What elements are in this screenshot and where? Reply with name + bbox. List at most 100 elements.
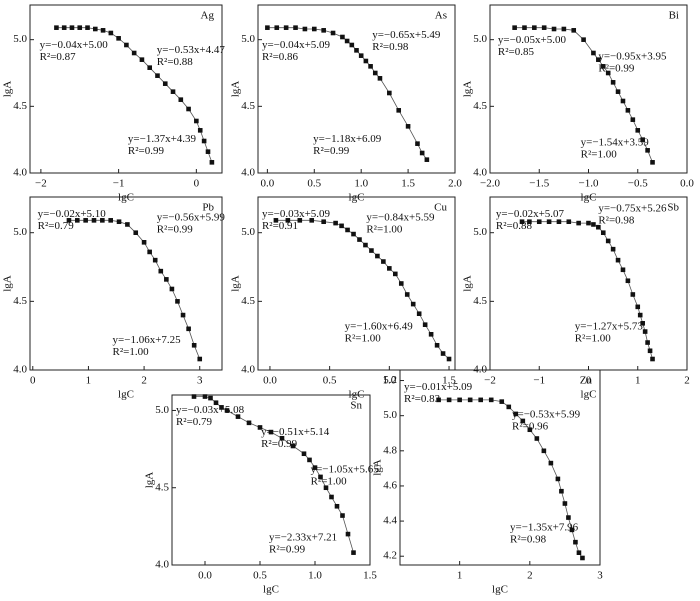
fit-annotation: R²=0.98: [598, 215, 635, 227]
data-point: [519, 219, 525, 225]
panel: −2 −1 04.04.55.0lgClgAAgy=−0.04x+5.00R²=0.…: [2, 4, 226, 204]
data-point: [69, 25, 75, 30]
y-axis-label: lgA: [230, 81, 242, 98]
plot-frame: [257, 196, 456, 371]
fit-annotation: y=−0.03x+5.08: [176, 404, 245, 416]
x-axis-label: lgC: [581, 192, 597, 204]
data-point: [566, 515, 571, 520]
data-point: [576, 220, 581, 226]
y-tick-label: 4.4: [383, 515, 397, 527]
data-point: [125, 222, 130, 227]
data-point: [363, 242, 368, 248]
data-point: [506, 404, 512, 410]
data-point: [147, 249, 152, 255]
y-axis-label: lgA: [230, 275, 242, 292]
data-point: [279, 435, 285, 441]
data-point: [522, 25, 527, 30]
fit-annotation: y=−1.18x+6.09: [313, 133, 382, 145]
data-point: [596, 57, 601, 62]
data-point: [141, 240, 147, 245]
data-point: [605, 238, 611, 244]
data-point: [650, 160, 655, 165]
fit-annotation: y=−0.56x+5.99: [157, 211, 226, 223]
fit-annotation: y=−0.03x+5.09: [262, 208, 331, 220]
y-tick-label: 5.0: [241, 226, 255, 238]
y-tick-label: 4.8: [383, 444, 397, 456]
data-point: [536, 219, 542, 225]
data-point: [285, 218, 291, 223]
data-point: [561, 26, 567, 32]
panel-title: Pb: [202, 202, 214, 214]
panel: −2.0 −1.5 −1.0 −0.5 0.0 4.0 4.5 5.0 lgC lgA Bi y=−0…: [462, 4, 694, 204]
data-point: [569, 527, 575, 533]
data-point: [457, 397, 462, 403]
x-tick-label: −1: [533, 375, 545, 387]
fit-annotation: R²=0.99: [313, 145, 350, 157]
data-point: [205, 149, 211, 154]
data-point: [393, 271, 398, 277]
data-point: [201, 138, 207, 144]
y-axis-label: lgA: [462, 81, 474, 98]
fit-annotation: y=−1.35x+7.96: [510, 521, 579, 533]
data-point: [293, 25, 298, 30]
data-point: [398, 281, 404, 286]
data-point: [591, 50, 596, 56]
data-point: [620, 98, 626, 104]
y-tick-label: 4.5: [473, 100, 487, 112]
data-point: [329, 494, 334, 500]
x-tick-label: 3: [197, 375, 203, 387]
y-axis-label: lgA: [2, 81, 14, 98]
data-point: [321, 28, 326, 33]
data-point: [615, 257, 621, 263]
data-point: [387, 90, 392, 96]
x-tick-label: 0.5: [253, 570, 267, 582]
data-point: [180, 312, 186, 318]
data-point: [647, 348, 653, 354]
plot-frame: [257, 4, 456, 174]
fit-annotation: R²=0.85: [498, 46, 535, 58]
data-point: [152, 257, 158, 263]
x-tick-label: −2: [484, 375, 496, 387]
fit-annotation: R²=1.00: [311, 475, 348, 487]
data-point: [307, 457, 312, 463]
data-point: [541, 448, 547, 454]
y-tick-label: 4.0: [13, 167, 27, 179]
data-point: [323, 485, 329, 491]
data-point: [345, 531, 351, 537]
panel: 1 2 3 4.2 4.4 4.6 4.8 5.0 5.2 lgC lgA Zn y=−0.01x+5.…: [372, 369, 603, 596]
data-point: [467, 397, 473, 403]
data-point: [100, 218, 105, 223]
y-tick-label: 5.0: [473, 226, 487, 238]
fit-annotation: R²=0.88: [496, 220, 533, 232]
y-tick-label: 4.0: [241, 364, 255, 376]
data-point: [513, 411, 519, 417]
panel-title: Bi: [669, 10, 679, 22]
fit-annotation: y=−0.53x+4.47: [157, 44, 226, 56]
x-tick-label: 0.5: [323, 375, 337, 387]
x-tick-label: 0: [194, 178, 200, 190]
data-point: [556, 219, 562, 225]
data-point: [635, 128, 641, 133]
panel-title: Ag: [201, 10, 215, 22]
y-tick-label: 5.2: [383, 374, 397, 386]
data-point: [169, 286, 175, 292]
x-tick-label: 1.5: [363, 570, 377, 582]
data-point: [573, 539, 578, 545]
data-point: [440, 351, 446, 356]
plot-frame: [29, 196, 223, 371]
data-point: [580, 555, 585, 561]
fit-annotation: y=−1.05x+5.65: [311, 463, 380, 475]
data-point: [562, 501, 568, 506]
x-tick-label: 1.0: [354, 178, 368, 190]
fit-annotation: R²=0.99: [157, 223, 194, 235]
x-axis-label: lgC: [263, 584, 279, 596]
data-point: [559, 488, 564, 494]
x-axis-label: lgC: [118, 192, 134, 204]
y-tick-label: 5.0: [473, 33, 487, 45]
data-point: [625, 278, 631, 284]
data-point: [640, 137, 645, 142]
y-tick-label: 4.0: [473, 167, 487, 179]
panel: −2 −1 0 1 24.04.55.0lgClgASby=−0.02x+5.07R²=…: [462, 196, 690, 401]
x-tick-label: 0: [30, 375, 36, 387]
data-point: [66, 218, 72, 223]
